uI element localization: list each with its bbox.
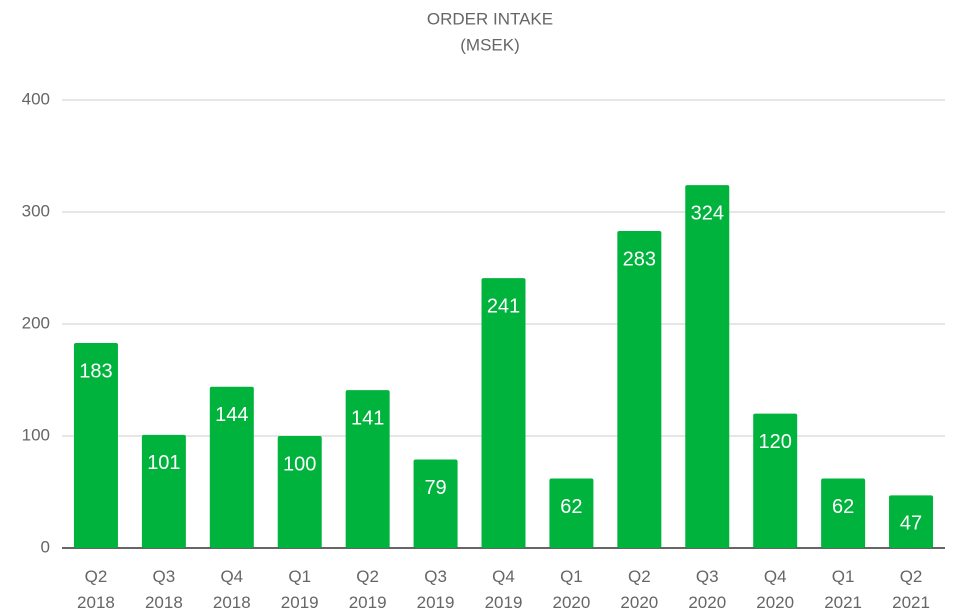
y-tick-label: 300 xyxy=(22,201,50,220)
x-tick-label: Q1 2020 xyxy=(552,567,591,612)
x-tick-label: Q2 2019 xyxy=(348,567,387,612)
x-tick-label: Q3 2019 xyxy=(416,567,455,612)
data-label: 100 xyxy=(283,453,316,475)
x-tick-label: Q2 2021 xyxy=(892,567,930,612)
data-label: 101 xyxy=(147,452,180,474)
x-tick-label: Q4 2018 xyxy=(212,567,251,612)
bar xyxy=(413,459,458,548)
x-tick-label: Q1 2019 xyxy=(280,567,319,612)
data-label: 120 xyxy=(759,431,792,453)
data-label: 183 xyxy=(79,360,112,382)
data-label: 141 xyxy=(351,407,384,429)
x-tick-label: Q4 2020 xyxy=(756,567,795,612)
x-tick-label: Q1 2021 xyxy=(824,567,863,612)
bar xyxy=(889,495,934,548)
bar xyxy=(209,386,254,548)
bar xyxy=(277,436,322,548)
data-label: 62 xyxy=(560,496,582,518)
bar xyxy=(141,434,186,548)
bar xyxy=(481,278,526,548)
bar xyxy=(617,231,662,549)
y-tick-label: 200 xyxy=(22,313,50,332)
data-label: 283 xyxy=(623,248,656,270)
y-tick-label: 400 xyxy=(22,89,50,108)
bar xyxy=(821,478,866,548)
x-tick-label: Q4 2019 xyxy=(484,567,523,612)
data-label: 47 xyxy=(900,513,922,535)
data-label: 324 xyxy=(691,202,724,224)
x-tick-label: Q2 2020 xyxy=(620,567,659,612)
bar xyxy=(753,413,798,548)
bar xyxy=(73,343,118,548)
bar xyxy=(549,478,594,548)
chart-title: ORDER INTAKE xyxy=(427,9,553,28)
x-tick-label: Q3 2020 xyxy=(688,567,727,612)
y-tick-label: 100 xyxy=(22,425,50,444)
data-label: 79 xyxy=(424,477,446,499)
bar xyxy=(685,185,730,548)
chart-subtitle: (MSEK) xyxy=(460,35,520,54)
y-tick-label: 0 xyxy=(41,537,50,556)
data-label: 241 xyxy=(487,295,520,317)
data-label: 62 xyxy=(832,496,854,518)
x-tick-label: Q3 2018 xyxy=(144,567,183,612)
x-tick-label: Q2 2018 xyxy=(77,567,115,612)
data-label: 144 xyxy=(215,404,248,426)
bar xyxy=(345,390,390,548)
